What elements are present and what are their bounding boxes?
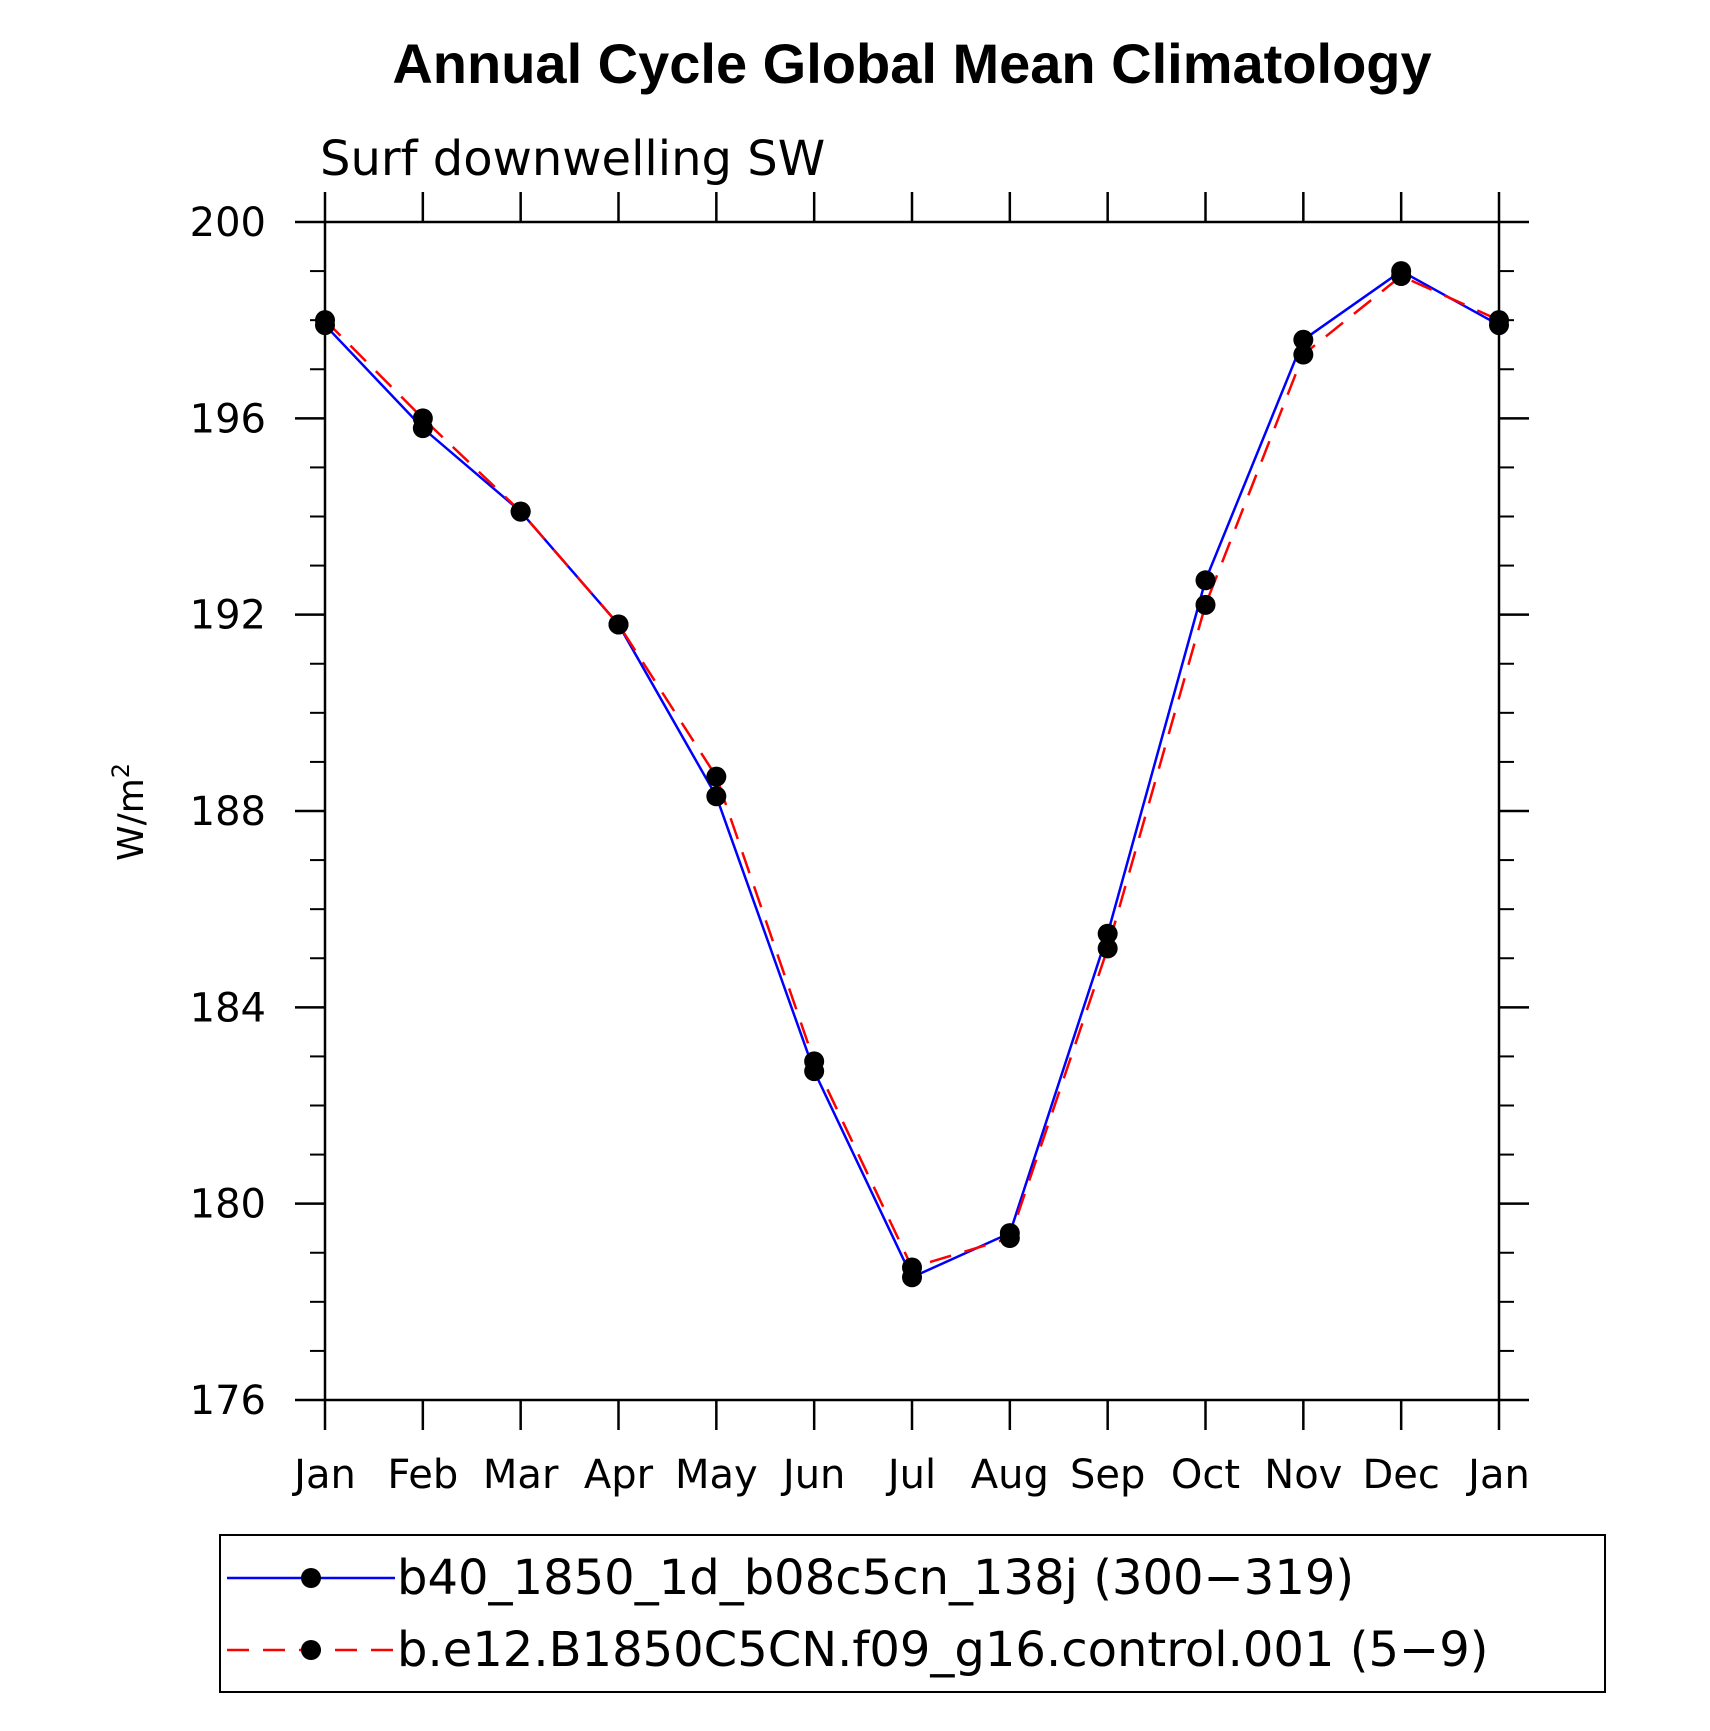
legend-marker-series-2 xyxy=(301,1640,321,1660)
legend-label-series-1: b40_1850_1d_b08c5cn_138j (300−319) xyxy=(397,1550,1354,1606)
plot-frame xyxy=(323,220,1501,1402)
chart-subtitle: Surf downwelling SW xyxy=(320,131,825,187)
y-tick-label: 196 xyxy=(190,396,266,442)
x-tick-label: May xyxy=(675,1452,758,1498)
y-tick-label: 180 xyxy=(190,1182,266,1228)
series-line-2 xyxy=(324,274,1500,1269)
x-tick-label: Aug xyxy=(971,1452,1049,1498)
data-point-series-2 xyxy=(804,1051,825,1072)
data-point-series-2 xyxy=(315,310,335,331)
data-point-series-2 xyxy=(412,408,433,429)
x-tick-label: Dec xyxy=(1362,1452,1439,1498)
y-axis-label-unit: W/m xyxy=(111,778,152,861)
series-lines xyxy=(324,269,1500,1279)
x-tick-label: Mar xyxy=(483,1452,559,1498)
legend: b40_1850_1d_b08c5cn_138j (300−319) b.e12… xyxy=(219,1534,1606,1693)
x-tick-label: Feb xyxy=(387,1452,458,1498)
x-tick-label: Oct xyxy=(1171,1452,1240,1498)
y-tick-label: 176 xyxy=(190,1378,266,1424)
data-point-series-2 xyxy=(1195,594,1216,615)
series-markers xyxy=(315,261,1509,1288)
data-point-series-2 xyxy=(902,1257,922,1278)
data-point-series-2 xyxy=(1097,938,1118,959)
legend-label-series-2: b.e12.B1850C5CN.f09_g16.control.001 (5−9… xyxy=(397,1622,1488,1678)
data-point-series-2 xyxy=(1293,344,1314,365)
axis-ticks xyxy=(295,192,1529,1430)
data-point-series-2 xyxy=(999,1228,1020,1249)
data-point-series-1 xyxy=(1097,923,1118,944)
y-axis-label: W/m2 xyxy=(107,763,152,861)
data-point-series-2 xyxy=(608,614,629,635)
data-point-series-2 xyxy=(706,766,727,787)
legend-marker-series-1 xyxy=(301,1568,321,1588)
chart-title: Annual Cycle Global Mean Climatology xyxy=(392,32,1431,95)
y-tick-label: 192 xyxy=(190,593,266,639)
x-tick-label: Jan xyxy=(291,1452,356,1498)
y-tick-label: 200 xyxy=(190,200,266,246)
y-tick-label: 184 xyxy=(190,985,266,1031)
series-line-1 xyxy=(324,269,1500,1279)
y-tick-labels: 176 180 184 188 192 196 200 xyxy=(190,200,266,1424)
data-point-series-2 xyxy=(510,501,531,522)
x-tick-labels: Jan Feb Mar Apr May Jun Jul Aug Sep Oct Nov Dec Jan xyxy=(291,1452,1530,1498)
legend-box xyxy=(219,1534,1606,1693)
data-point-series-1 xyxy=(1195,570,1216,591)
x-tick-label: Sep xyxy=(1070,1452,1145,1498)
data-point-series-2 xyxy=(1489,310,1509,331)
x-tick-label: Jun xyxy=(780,1452,846,1498)
x-tick-label: Jan xyxy=(1465,1452,1530,1498)
x-tick-label: Apr xyxy=(584,1452,654,1498)
y-axis-label-superscript: 2 xyxy=(107,763,135,778)
data-point-series-1 xyxy=(706,786,727,807)
data-point-series-1 xyxy=(1293,329,1314,350)
data-point-series-2 xyxy=(1391,265,1412,286)
y-tick-label: 188 xyxy=(190,789,266,835)
x-tick-label: Nov xyxy=(1264,1452,1342,1498)
x-tick-label: Jul xyxy=(885,1452,936,1498)
